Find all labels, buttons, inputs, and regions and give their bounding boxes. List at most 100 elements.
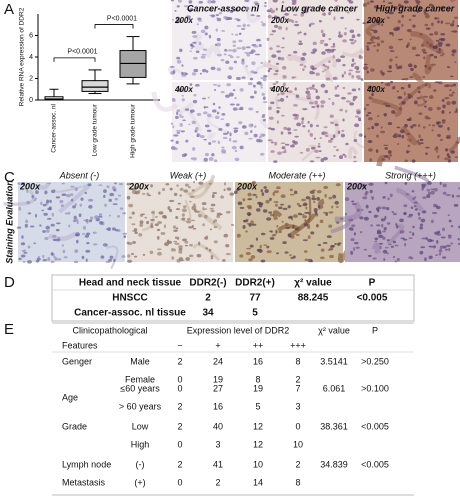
nucleus [48,206,52,211]
x-tick-label: High grade tumour [130,103,137,158]
nucleus [305,196,310,200]
nucleus [250,130,253,133]
nucleus [334,94,340,97]
nucleus [208,182,212,185]
fiber [341,48,364,58]
nucleus [323,65,328,68]
nucleus [324,193,327,198]
nucleus [169,66,175,68]
nucleus [356,18,360,21]
nucleus [367,117,373,121]
nucleus [310,22,315,25]
nucleus [304,211,310,214]
nucleus [436,233,442,236]
nucleus [170,247,175,252]
nucleus [202,223,205,227]
micrograph-texture [362,0,460,95]
nucleus [311,197,317,201]
nucleus [386,206,390,211]
nucleus [267,14,272,19]
nucleus [387,197,390,201]
nucleus [269,237,275,240]
nucleus [429,43,433,48]
nucleus [344,213,347,216]
nucleus [331,48,336,51]
nucleus [270,9,276,14]
nucleus [233,60,237,64]
nucleus [203,105,206,109]
fiber [262,61,279,72]
nucleus [216,17,222,22]
count: 2 [295,374,300,384]
feature: Age [62,392,78,402]
nucleus [214,43,218,46]
nucleus [228,66,234,71]
nucleus [424,64,428,68]
nucleus [311,146,316,150]
nucleus [312,189,317,192]
nucleus [61,244,65,247]
nucleus [418,134,421,139]
nucleus [263,4,268,8]
nucleus [441,119,446,122]
count: 3 [295,401,300,411]
nucleus [424,100,427,103]
table-cell: HNSCC [112,293,148,304]
nucleus [386,252,389,255]
nucleus [286,127,291,131]
nucleus [208,9,211,11]
nucleus [410,67,414,72]
nucleus [248,258,253,262]
nucleus [441,121,446,124]
level: Low [132,421,149,431]
nucleus [182,119,186,122]
nucleus [57,237,61,240]
nucleus [246,46,251,49]
nucleus [273,201,279,203]
nucleus [274,141,278,146]
nucleus [336,5,340,8]
nucleus [147,194,152,197]
nucleus [186,220,192,224]
fiber [184,174,216,199]
nucleus [396,224,399,229]
nucleus [435,39,440,42]
nucleus [394,244,399,247]
nucleus [418,5,422,9]
nucleus [84,191,87,195]
nucleus [262,118,266,122]
nucleus [92,231,97,234]
nucleus [225,60,230,64]
nucleus [282,75,287,79]
nucleus [337,130,341,135]
nucleus [432,245,436,249]
nucleus [262,209,268,213]
nucleus [413,205,417,208]
nucleus [256,208,261,212]
nucleus [270,150,275,153]
nucleus [313,137,316,140]
nucleus [88,198,94,202]
count: 16 [253,356,263,366]
nucleus [181,71,184,76]
nucleus [260,189,263,193]
count: 10 [253,459,263,469]
nucleus [382,236,386,240]
micrograph-texture [267,80,369,163]
nucleus [221,113,226,116]
nucleus [450,242,454,245]
nucleus [37,256,41,258]
level: High [131,439,150,449]
nucleus [442,245,447,249]
nucleus [389,31,394,35]
p-value: >0.250 [361,356,389,366]
nucleus [123,235,127,239]
nucleus [313,200,316,204]
nucleus [331,205,334,209]
nucleus [216,53,222,57]
nucleus [334,86,338,90]
nucleus [217,84,221,88]
count: 2 [177,401,182,411]
nucleus [365,114,369,117]
nucleus [181,208,187,213]
